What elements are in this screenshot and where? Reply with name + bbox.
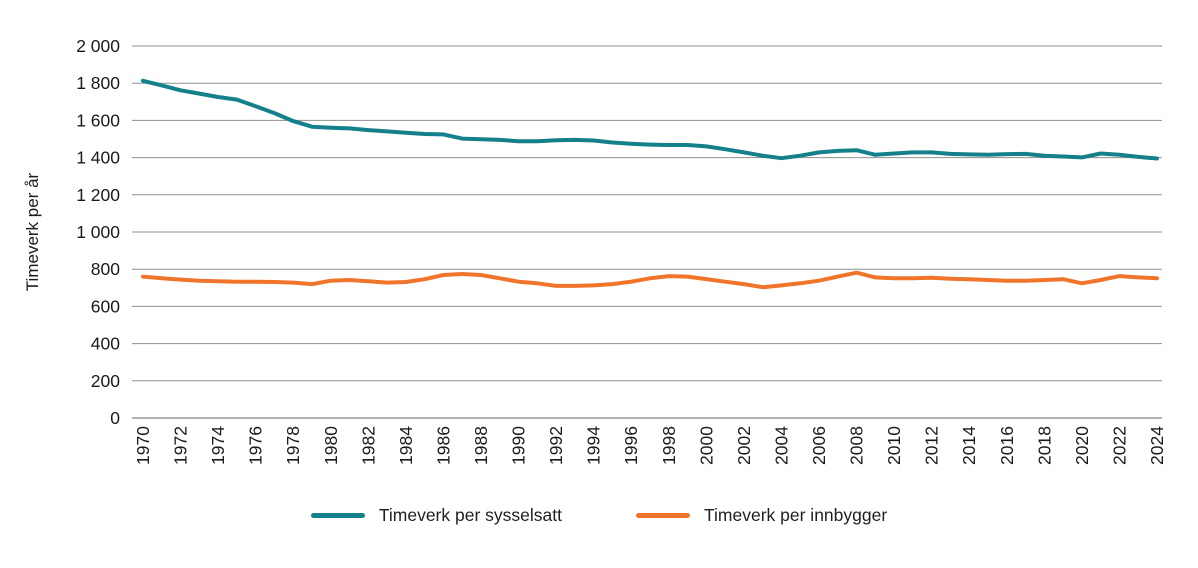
x-tick-label: 1996 <box>621 426 641 465</box>
x-tick-label: 2006 <box>809 426 829 465</box>
legend: Timeverk per sysselsatt Timeverk per inn… <box>0 505 1198 526</box>
y-tick-label: 1 000 <box>76 222 120 242</box>
x-tick-label: 1994 <box>584 426 604 465</box>
y-tick-label: 2 000 <box>76 36 120 56</box>
x-tick-label: 1982 <box>358 426 378 465</box>
x-tick-label: 2022 <box>1109 426 1129 465</box>
y-tick-label: 200 <box>91 371 120 391</box>
x-tick-label: 2020 <box>1072 426 1092 465</box>
x-tick-label: 1980 <box>321 426 341 465</box>
x-tick-label: 2002 <box>734 426 754 465</box>
x-tick-label: 2004 <box>771 426 791 465</box>
x-tick-label: 1992 <box>546 426 566 465</box>
x-tick-label: 1988 <box>471 426 491 465</box>
y-tick-label: 800 <box>91 259 120 279</box>
x-tick-label: 2024 <box>1147 426 1167 465</box>
x-tick-label: 1978 <box>283 426 303 465</box>
x-tick-label: 1998 <box>659 426 679 465</box>
x-tick-label: 1986 <box>433 426 453 465</box>
y-tick-label: 1 400 <box>76 148 120 168</box>
x-tick-label: 2000 <box>696 426 716 465</box>
x-tick-label: 2016 <box>997 426 1017 465</box>
x-tick-label: 1972 <box>171 426 191 465</box>
x-tick-label: 1984 <box>396 426 416 465</box>
y-tick-label: 1 800 <box>76 73 120 93</box>
series-line-1 <box>141 270 1159 290</box>
legend-item-innbygger: Timeverk per innbygger <box>635 505 888 526</box>
x-tick-label: 2010 <box>884 426 904 465</box>
legend-item-sysselsatt: Timeverk per sysselsatt <box>310 505 562 526</box>
legend-swatch-teal-icon <box>310 513 365 518</box>
y-tick-label: 1 600 <box>76 110 120 130</box>
x-tick-label: 1990 <box>509 426 529 465</box>
legend-label: Timeverk per sysselsatt <box>378 505 562 525</box>
x-tick-label: 2018 <box>1034 426 1054 465</box>
x-tick-label: 2012 <box>922 426 942 465</box>
y-tick-label: 600 <box>91 296 120 316</box>
plot-area: 0 200 400 600 800 1 000 1 200 1 400 1 600 1 800 2 … <box>76 36 1167 465</box>
series-line-0 <box>141 78 1159 161</box>
y-tick-label: 400 <box>91 334 120 354</box>
legend-swatch-orange-icon <box>635 513 690 518</box>
x-tick-label: 1976 <box>246 426 266 465</box>
x-tick-label: 2014 <box>959 426 979 465</box>
y-tick-label: 0 <box>110 408 120 428</box>
y-tick-label: 1 200 <box>76 185 120 205</box>
x-tick-label: 1970 <box>133 426 153 465</box>
x-tick-label: 1974 <box>208 426 228 465</box>
legend-label: Timeverk per innbygger <box>703 505 888 525</box>
x-tick-label: 2008 <box>847 426 867 465</box>
